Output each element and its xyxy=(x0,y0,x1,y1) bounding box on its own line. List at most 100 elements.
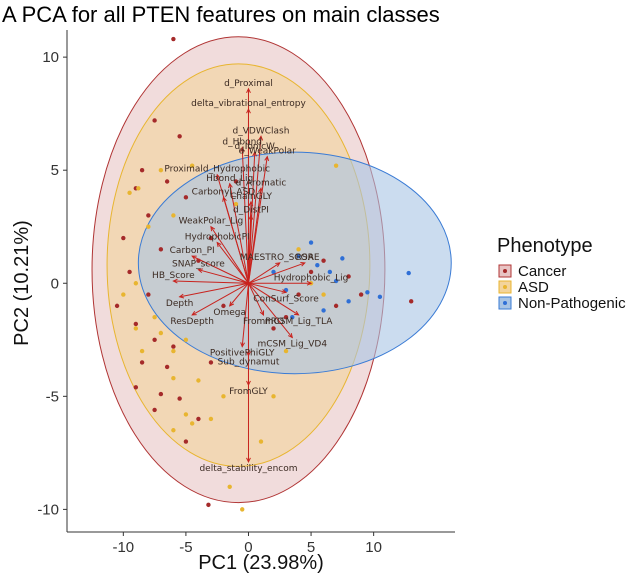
point-non-pathogenic xyxy=(365,290,370,295)
chart-title: A PCA for all PTEN features on main clas… xyxy=(2,2,440,27)
loading-arrowhead-hbond-lig xyxy=(228,182,233,189)
loading-arrowhead-weakpolar-lig xyxy=(210,225,216,232)
loading-arrowhead-d-hbond xyxy=(239,146,245,152)
legend-dot-asd xyxy=(503,285,507,289)
loading-label-carbon-pi: Carbon_PI xyxy=(170,246,215,256)
point-asd xyxy=(183,337,189,342)
loading-label-hydrophobic-lig: Hydrophobic_Lig xyxy=(274,273,349,283)
y-tick-label: 5 xyxy=(51,162,59,179)
loading-label-d-weakpolar: d_WeakPolar xyxy=(239,147,296,157)
point-cancer xyxy=(408,299,414,304)
legend-title: Phenotype xyxy=(497,235,593,257)
point-asd xyxy=(127,190,132,196)
x-ticks: -10 -5 0 5 10 xyxy=(112,532,382,556)
loading-label-hydrophobicpi: HydrophobicPI xyxy=(185,233,250,243)
legend-dot-cancer xyxy=(503,269,507,273)
point-non-pathogenic xyxy=(406,270,411,276)
y-tick-label: -10 xyxy=(37,501,59,518)
loading-label-hb-score: HB_Score xyxy=(152,271,195,281)
point-cancer xyxy=(208,360,214,365)
loading-arrowhead-hb-score xyxy=(172,278,178,284)
x-axis-title: PC1 (23.98%) xyxy=(198,552,324,574)
loading-label-chaingly: ChainGLY xyxy=(230,192,273,202)
loading-label-mcsm-lig-vd4: mCSM_Lig_VD4 xyxy=(258,340,328,350)
loading-label-d-proximal: d_Proximal xyxy=(224,79,273,89)
legend-item-asd: ASD xyxy=(498,279,549,296)
loading-arrow-weakpolar-lig xyxy=(210,226,249,284)
loading-label-proximald-hydrophobic: Proximald_Hydrophobic xyxy=(164,165,270,175)
loading-label-d-hbond: d_Hbond xyxy=(222,138,262,148)
loading-arrowhead-omega xyxy=(228,301,235,307)
point-cancer xyxy=(196,416,201,422)
loading-arrow-maestro-score xyxy=(248,262,281,284)
point-asd xyxy=(121,292,126,297)
point-asd xyxy=(171,348,176,354)
loading-label-delta-vibrational-entropy: delta_vibrational_entropy xyxy=(191,99,306,109)
point-cancer xyxy=(139,167,145,173)
loading-arrow-consurf-score xyxy=(248,282,287,293)
loading-arrow-omega xyxy=(229,282,249,307)
point-asd xyxy=(221,394,226,399)
point-cancer xyxy=(177,396,182,401)
point-cancer xyxy=(296,292,301,297)
point-asd xyxy=(283,348,289,354)
loading-arrowhead-delta-stability-encom xyxy=(246,457,251,464)
point-non-pathogenic xyxy=(377,294,383,300)
point-cancer xyxy=(206,502,211,508)
point-asd xyxy=(321,292,326,297)
loading-label-sub-dynamut: Sub_dynamut xyxy=(218,358,280,368)
point-asd xyxy=(271,394,276,399)
loading-label-resdepth: ResDepth xyxy=(170,317,214,327)
loading-arrow-depth xyxy=(179,282,249,298)
point-cancer xyxy=(183,439,189,444)
point-asd xyxy=(208,416,214,422)
point-asd xyxy=(196,378,201,383)
loading-label-d-ionicw: d_IonicW xyxy=(235,142,276,152)
x-tick-label: 10 xyxy=(365,539,382,556)
plot-area: d_Proximal delta_vibrational_entropy d_VDW… xyxy=(91,36,452,512)
ellipse-non-pathogenic xyxy=(137,151,452,375)
loading-arrow-d-vdwclash xyxy=(247,136,262,284)
point-cancer xyxy=(171,344,176,349)
loading-arrow-snap-score xyxy=(198,269,249,284)
point-cancer xyxy=(208,235,214,241)
point-asd xyxy=(158,330,164,336)
loading-arrowhead-d-distpi xyxy=(248,214,254,220)
point-cancer xyxy=(221,303,226,309)
loading-label-snap-score: SNAP_score xyxy=(172,260,225,270)
y-tick-label: 10 xyxy=(42,49,59,66)
point-non-pathogenic xyxy=(296,253,301,259)
loading-label-rsa: RSA xyxy=(296,253,315,263)
point-cancer xyxy=(158,247,164,252)
loading-label-d-aromatic: d_Aromatic xyxy=(236,178,287,188)
legend-dot-non-pathogenic xyxy=(503,301,507,305)
loading-label-maestro-score: MAESTRO_SCORE xyxy=(240,253,320,263)
loading-arrow-hbond-lig xyxy=(229,183,249,284)
loading-arrowhead-depth xyxy=(178,293,185,299)
point-asd xyxy=(333,163,339,168)
loading-arrowhead-resdepth xyxy=(191,310,197,316)
loading-arrowhead-frompro xyxy=(259,310,265,316)
legend-label-cancer: Cancer xyxy=(518,263,566,280)
point-cancer xyxy=(346,274,351,279)
loading-arrow-carbonyl-asd xyxy=(222,197,249,284)
y-tick-label: 0 xyxy=(51,275,59,292)
x-tick-label: -10 xyxy=(112,539,134,556)
loading-arrowhead-d-aromatic xyxy=(258,187,263,193)
point-cancer xyxy=(146,213,151,218)
loading-arrow-frompro xyxy=(248,283,264,316)
point-non-pathogenic xyxy=(308,240,314,245)
point-non-pathogenic xyxy=(327,269,333,275)
point-cancer xyxy=(121,235,126,241)
point-cancer xyxy=(133,385,139,390)
loading-arrowhead-hydrophobic-lig xyxy=(306,280,313,286)
loading-label-consurf-score: ConSurf_Score xyxy=(253,294,319,304)
point-asd xyxy=(171,376,176,381)
legend-item-non-pathogenic: Non-Pathogenic xyxy=(498,295,626,312)
loading-label-hbond-lig: Hbond_Lig xyxy=(206,174,253,184)
point-non-pathogenic xyxy=(271,269,276,275)
loading-arrow-resdepth xyxy=(191,282,249,316)
loading-arrowhead-d-weakpolar xyxy=(264,155,270,162)
loading-arrow-positivephigly xyxy=(241,283,249,347)
